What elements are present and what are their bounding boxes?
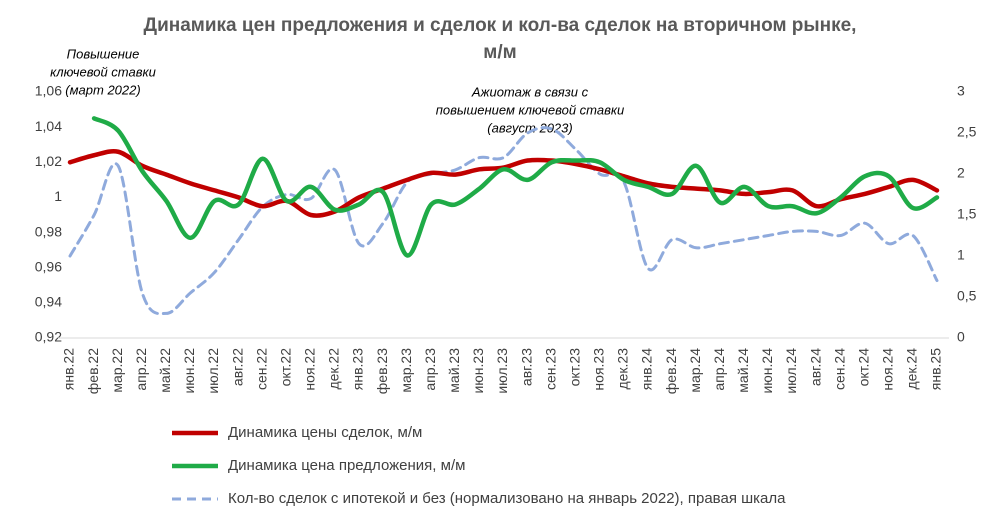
x-tick-label: авг.23: [518, 348, 534, 386]
x-tick-label: янв.23: [350, 348, 366, 390]
series-line: [67, 149, 940, 218]
x-tick-label: мар.23: [398, 348, 414, 393]
x-tick-label: июл.22: [205, 348, 221, 394]
x-tick-label: июн.23: [470, 348, 486, 394]
x-tick-label: янв.24: [639, 348, 655, 390]
chart-title: м/м: [483, 42, 516, 63]
x-tick-label: апр.23: [422, 348, 438, 391]
y2-tick-label: 1,5: [957, 206, 977, 222]
y2-tick-label: 2: [957, 165, 965, 181]
x-tick-label: июн.22: [181, 348, 197, 394]
x-tick-label: дек.24: [904, 348, 920, 390]
x-tick-label: июл.24: [783, 348, 799, 394]
x-tick-label: ноя.23: [591, 348, 607, 391]
y-tick-label: 1,06: [35, 83, 62, 99]
legend-label: Динамика цена предложения, м/м: [228, 457, 465, 474]
x-tick-label: фев.23: [374, 348, 390, 394]
annotation: Повышение: [67, 46, 140, 61]
x-tick-label: сен.22: [253, 348, 269, 390]
x-tick-label: дек.22: [326, 348, 342, 390]
annotation: (март 2022): [65, 82, 140, 97]
legend-label: Динамика цены сделок, м/м: [228, 424, 422, 441]
x-tick-label: окт.22: [277, 348, 293, 387]
x-tick-label: мар.24: [687, 348, 703, 393]
x-tick-label: мар.22: [109, 348, 125, 393]
x-tick-label: дек.23: [615, 348, 631, 390]
x-tick-label: фев.24: [663, 348, 679, 394]
y-tick-label: 1: [54, 188, 62, 204]
series-line: [68, 126, 939, 316]
x-tick-label: авг.24: [807, 348, 823, 386]
y-tick-label: 0,96: [35, 258, 62, 274]
x-tick-label: май.23: [446, 348, 462, 393]
x-tick-label: апр.22: [133, 348, 149, 391]
annotation: Ажиотаж в связи с: [471, 84, 589, 99]
x-tick-label: янв.22: [61, 348, 77, 390]
annotation: повышением ключевой ставки: [436, 102, 625, 117]
y2-tick-label: 2,5: [957, 124, 977, 140]
annotation: ключевой ставки: [50, 64, 156, 79]
x-tick-label: окт.23: [566, 348, 582, 387]
x-tick-label: июл.23: [494, 348, 510, 394]
x-tick-label: авг.22: [229, 348, 245, 386]
legend-label: Кол-во сделок с ипотекой и без (нормализ…: [228, 490, 786, 507]
x-tick-label: янв.25: [928, 348, 944, 390]
y-tick-label: 1,04: [35, 118, 62, 134]
x-tick-label: фев.22: [85, 348, 101, 394]
y-tick-label: 0,92: [35, 329, 62, 345]
x-tick-label: ноя.22: [302, 348, 318, 391]
y2-tick-label: 1: [957, 247, 965, 263]
x-tick-label: май.24: [735, 348, 751, 393]
y-tick-label: 1,02: [35, 153, 62, 169]
x-tick-label: сен.24: [831, 348, 847, 390]
y2-tick-label: 0: [957, 329, 965, 345]
annotation: (август 2023): [487, 120, 572, 135]
y-tick-label: 0,94: [35, 294, 62, 310]
x-tick-label: июн.24: [759, 348, 775, 394]
chart-title: Динамика цен предложения и сделок и кол-…: [144, 15, 857, 36]
series-line: [91, 116, 940, 258]
x-tick-label: апр.24: [711, 348, 727, 391]
x-tick-label: ноя.24: [880, 348, 896, 391]
x-tick-label: окт.24: [855, 348, 871, 387]
y2-tick-label: 3: [957, 83, 965, 99]
x-tick-label: май.22: [157, 348, 173, 393]
y-tick-label: 0,98: [35, 223, 62, 239]
y2-tick-label: 0,5: [957, 288, 977, 304]
x-tick-label: сен.23: [542, 348, 558, 390]
